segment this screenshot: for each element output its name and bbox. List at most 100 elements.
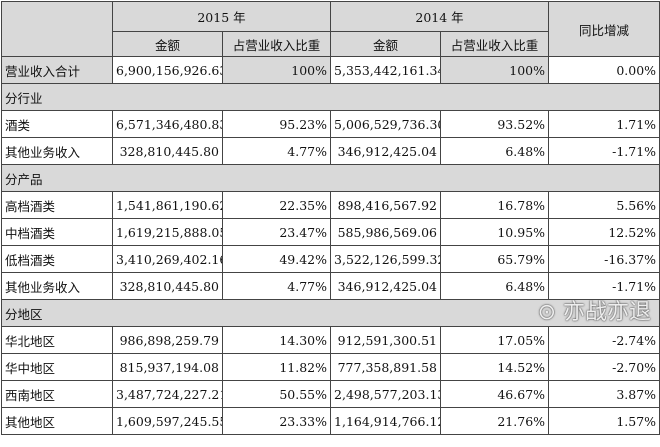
share-2014-cell: 16.78% xyxy=(440,191,550,219)
share-2014-cell: 17.05% xyxy=(440,326,550,354)
header-row-metrics: 金额 占营业收入比重 金额 占营业收入比重 xyxy=(2,31,660,57)
header-share-2015: 占营业收入比重 xyxy=(221,31,332,57)
share-2014-cell: 6.48% xyxy=(440,272,550,300)
row-label: 其他业务收入 xyxy=(1,272,113,300)
share-2015-cell: 23.33% xyxy=(221,407,332,435)
amount-2014-cell: 585,986,569.06 xyxy=(330,218,442,246)
row-label: 营业收入合计 xyxy=(1,56,113,84)
table-row: 其他业务收入 328,810,445.80 4.77% 346,912,425.04 6… xyxy=(1,272,660,300)
table-body: 营业收入合计 6,900,156,926.63 100% 5,353,442,161.… xyxy=(0,56,660,435)
section-cell: 分行业 xyxy=(0,83,660,111)
table-row: 华中地区 815,937,194.08 11.82% 777,358,891.58 14… xyxy=(1,353,660,381)
share-2015-cell: 14.30% xyxy=(221,326,332,354)
share-2014-cell: 10.95% xyxy=(440,218,550,246)
row-label: 华中地区 xyxy=(1,353,113,381)
share-2014-cell: 46.67% xyxy=(440,380,550,408)
share-2014-cell: 6.48% xyxy=(440,137,550,165)
table-row: 其他地区 1,609,597,245.55 23.33% 1,164,914,766.… xyxy=(1,407,660,435)
section-row: 分地区 ⊙ 亦战亦退 xyxy=(0,299,660,327)
table-row: 中档酒类 1,619,215,888.05 23.47% 585,986,569.06… xyxy=(1,218,660,246)
watermark-text: 亦战亦退 xyxy=(563,300,652,325)
yoy-cell: 1.71% xyxy=(548,110,660,138)
amount-2015-cell: 986,898,259.79 xyxy=(112,326,223,354)
share-2015-cell: 50.55% xyxy=(221,380,332,408)
amount-2015-cell: 328,810,445.80 xyxy=(112,272,223,300)
row-label: 低档酒类 xyxy=(1,245,113,273)
yoy-cell: 3.87% xyxy=(548,380,660,408)
row-label: 西南地区 xyxy=(1,380,113,408)
watermark: ⊙ 亦战亦退 xyxy=(537,300,652,325)
section-label: 分地区 xyxy=(5,306,43,322)
header-row-years: 2015 年 2014 年 同比增减 xyxy=(1,1,660,57)
header-yoy: 同比增减 xyxy=(548,1,660,57)
table-row: 西南地区 3,487,724,227.21 50.55% 2,498,577,203.… xyxy=(1,380,660,408)
amount-2015-cell: 1,609,597,245.55 xyxy=(112,407,223,435)
amount-2015-cell: 6,900,156,926.63 xyxy=(112,56,223,84)
row-label: 其他地区 xyxy=(1,407,113,435)
amount-2014-cell: 777,358,891.58 xyxy=(330,353,442,381)
header-2015: 2015 年 xyxy=(111,1,332,32)
amount-2015-cell: 328,810,445.80 xyxy=(112,137,223,165)
header-amount-2015: 金额 xyxy=(112,31,223,57)
row-label: 其他业务收入 xyxy=(1,137,113,165)
header-blank-cell xyxy=(1,1,113,57)
amount-2014-cell: 346,912,425.04 xyxy=(330,272,442,300)
table-row: 低档酒类 3,410,269,402.16 49.42% 3,522,126,599.… xyxy=(1,245,660,273)
share-2015-cell: 95.23% xyxy=(221,110,332,138)
header-share-2014: 占营业收入比重 xyxy=(440,31,550,57)
amount-2015-cell: 1,619,215,888.05 xyxy=(112,218,223,246)
table-row: 其他业务收入 328,810,445.80 4.77% 346,912,425.04 6… xyxy=(1,137,660,165)
share-2014-cell: 65.79% xyxy=(440,245,550,273)
amount-2015-cell: 6,571,346,480.83 xyxy=(112,110,223,138)
share-2015-cell: 100% xyxy=(221,56,332,84)
share-2015-cell: 49.42% xyxy=(221,245,332,273)
amount-2014-cell: 346,912,425.04 xyxy=(330,137,442,165)
yoy-cell: 5.56% xyxy=(548,191,660,219)
amount-2015-cell: 3,410,269,402.16 xyxy=(112,245,223,273)
amount-2014-cell: 5,353,442,161.34 xyxy=(330,56,442,84)
amount-2014-cell: 898,416,567.92 xyxy=(330,191,442,219)
amount-2014-cell: 912,591,300.51 xyxy=(330,326,442,354)
yoy-cell: -2.74% xyxy=(548,326,660,354)
yoy-cell: 1.57% xyxy=(548,407,660,435)
table-row: 华北地区 986,898,259.79 14.30% 912,591,300.51 17… xyxy=(1,326,660,354)
share-2014-cell: 14.52% xyxy=(440,353,550,381)
amount-2015-cell: 3,487,724,227.21 xyxy=(112,380,223,408)
header-2014: 2014 年 xyxy=(330,1,550,32)
revenue-breakdown-table: 2015 年 2014 年 同比增减 金额 占营业收入比重 金额 占营业收入比重… xyxy=(0,1,660,435)
share-2014-cell: 93.52% xyxy=(440,110,550,138)
yoy-cell: 0.00% xyxy=(548,56,660,84)
row-label: 酒类 xyxy=(1,110,113,138)
yoy-cell: -16.37% xyxy=(548,245,660,273)
table-row: 高档酒类 1,541,861,190.62 22.35% 898,416,567.92… xyxy=(1,191,660,219)
yoy-cell: -1.71% xyxy=(548,137,660,165)
yoy-cell: -2.70% xyxy=(548,353,660,381)
share-2015-cell: 11.82% xyxy=(221,353,332,381)
share-2014-cell: 21.76% xyxy=(440,407,550,435)
share-2015-cell: 4.77% xyxy=(221,272,332,300)
row-label: 华北地区 xyxy=(1,326,113,354)
table-row: 酒类 6,571,346,480.83 95.23% 5,006,529,736.30… xyxy=(1,110,660,138)
amount-2014-cell: 2,498,577,203.13 xyxy=(330,380,442,408)
amount-2014-cell: 5,006,529,736.30 xyxy=(330,110,442,138)
share-2015-cell: 23.47% xyxy=(221,218,332,246)
share-2014-cell: 100% xyxy=(440,56,550,84)
amount-2014-cell: 3,522,126,599.32 xyxy=(330,245,442,273)
yoy-cell: -1.71% xyxy=(548,272,660,300)
amount-2014-cell: 1,164,914,766.12 xyxy=(330,407,442,435)
amount-2015-cell: 1,541,861,190.62 xyxy=(112,191,223,219)
share-2015-cell: 4.77% xyxy=(221,137,332,165)
section-row: 分行业 xyxy=(0,83,660,111)
amount-2015-cell: 815,937,194.08 xyxy=(112,353,223,381)
section-row: 分产品 xyxy=(0,164,660,192)
row-label: 中档酒类 xyxy=(1,218,113,246)
header-amount-2014: 金额 xyxy=(330,31,442,57)
section-label: 分行业 xyxy=(5,90,43,106)
section-cell: 分产品 xyxy=(0,164,660,192)
yoy-cell: 12.52% xyxy=(548,218,660,246)
section-cell: 分地区 ⊙ 亦战亦退 xyxy=(0,299,660,327)
share-2015-cell: 22.35% xyxy=(221,191,332,219)
section-label: 分产品 xyxy=(5,171,43,187)
total-row: 营业收入合计 6,900,156,926.63 100% 5,353,442,161.… xyxy=(1,56,660,84)
row-label: 高档酒类 xyxy=(1,191,113,219)
